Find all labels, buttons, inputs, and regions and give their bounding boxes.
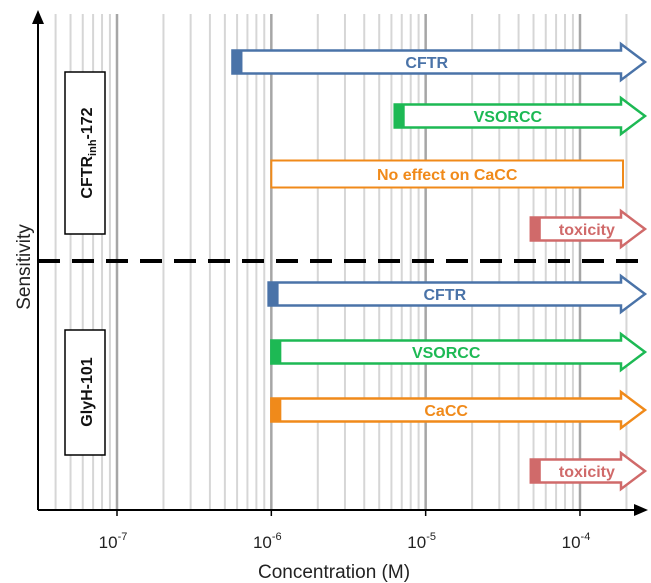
bar-start-marker — [232, 50, 243, 74]
bar-label: CFTR — [405, 55, 448, 72]
bar-arrow — [270, 389, 648, 431]
bar-label: VSORCC — [412, 345, 481, 362]
bar-label: toxicity — [559, 222, 615, 239]
bar-label: No effect on CaCC — [377, 167, 518, 184]
bar-start-marker — [530, 459, 541, 483]
bar-toxicity-cftrinh172: toxicity — [529, 208, 648, 250]
bar-toxicity-glyh101: toxicity — [529, 450, 648, 492]
bar-arrow — [393, 95, 648, 137]
x-tick-labels: 10-7 10-6 10-5 10-4 — [99, 510, 591, 552]
group-label-box-cftrinh172 — [64, 71, 106, 235]
bar-start-marker — [394, 104, 405, 128]
bar-start-marker — [271, 398, 282, 422]
bar-arrow — [270, 331, 648, 373]
x-tick-label: 10-7 — [99, 531, 128, 552]
group-label-box-glyh101 — [64, 329, 106, 456]
bar-label: CFTR — [423, 287, 466, 304]
x-tick-label: 10-5 — [407, 531, 436, 552]
bar-vsorcc-glyh101: VSORCC — [270, 331, 648, 373]
bar-start-marker — [530, 217, 541, 241]
bar-arrow — [529, 450, 648, 492]
bar-arrow — [529, 208, 648, 250]
x-tick-label: 10-6 — [253, 531, 282, 552]
bar-label: toxicity — [559, 464, 615, 481]
bar-no-effect-on-cacc-cftrinh172: No effect on CaCC — [270, 159, 625, 189]
x-axis-arrowhead — [634, 504, 648, 516]
group-label-cftrinh172: CFTRinh-172 — [79, 107, 99, 198]
bar-label: VSORCC — [474, 109, 543, 126]
bar-vsorcc-cftrinh172: VSORCC — [393, 95, 648, 137]
bar-start-marker — [271, 340, 282, 364]
bar-cftr-glyh101: CFTR — [267, 273, 648, 315]
x-axis-title: Concentration (M) — [258, 562, 410, 583]
y-axis-arrowhead — [32, 10, 44, 24]
group-label-glyh101: GlyH-101 — [79, 357, 96, 426]
bar-arrow — [231, 41, 648, 83]
bar-cftr-cftrinh172: CFTR — [231, 41, 648, 83]
bar-start-marker — [268, 282, 279, 306]
bar-cacc-glyh101: CaCC — [270, 389, 648, 431]
x-tick-label: 10-4 — [562, 531, 591, 552]
bar-arrow — [267, 273, 648, 315]
bar-label: CaCC — [424, 403, 468, 420]
bars-layer: CFTR VSORCC No effect on CaCC toxicity CFTR V… — [231, 41, 648, 492]
bar-box — [270, 159, 625, 189]
y-axis-title: Sensitivity — [14, 224, 35, 310]
